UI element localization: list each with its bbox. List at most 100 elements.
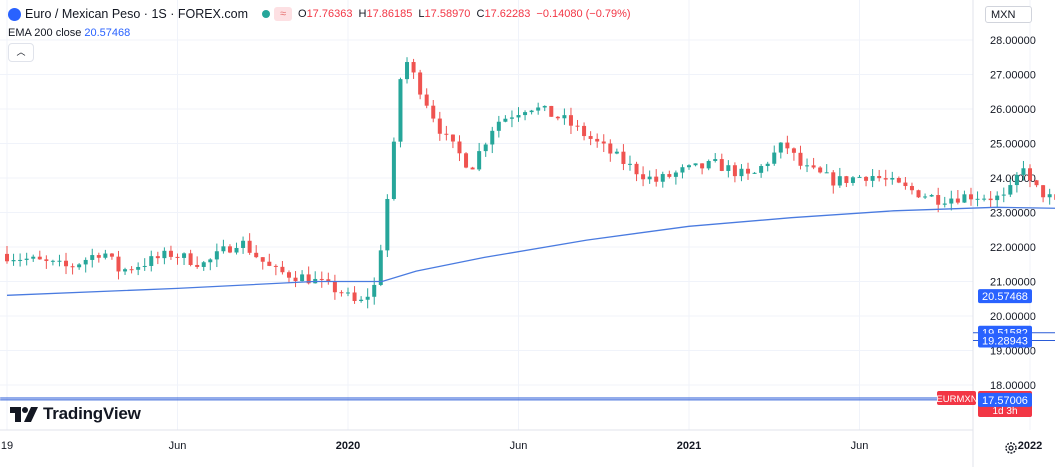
candle-body [909,186,914,191]
candle-body [503,118,508,122]
candle-body [641,174,646,180]
tradingview-logo-icon [10,406,38,422]
candle-body [805,165,810,167]
x-tick-label: Jun [510,440,528,452]
candle-body [18,259,23,261]
candle-body [936,195,941,205]
y-tick-label: 28.00000 [990,35,1036,47]
candle-body [483,144,488,152]
candle-body [155,256,160,259]
candle-body [621,151,626,164]
candle-body [864,176,869,181]
collapse-legend-button[interactable]: ︿ [8,43,34,62]
candle-body [398,79,403,142]
candle-body [31,256,36,259]
candle-body [568,115,573,126]
candle-body [149,256,154,266]
candle-body [634,163,639,175]
gear-icon[interactable] [1004,441,1018,455]
candle-body [811,165,816,168]
candle-body [831,172,836,186]
candle-body [916,190,921,198]
candle-body [96,255,101,258]
candle-body [968,194,973,200]
price-axis-label [978,392,1032,407]
candle-body [359,299,364,301]
candle-body [346,292,350,294]
candle-body [844,176,849,183]
candle-body [77,264,82,268]
ema-legend[interactable]: EMA 200 close 20.57468 [8,27,130,39]
candle-body [254,252,259,258]
candle-body [549,105,554,117]
candle-body [464,153,469,168]
candle-body [942,203,947,205]
symbol-title[interactable]: Euro / Mexican Peso · 1S · FOREX.com [25,7,248,21]
candle-body [1041,185,1046,198]
symbol-tag-text: EURMXN [936,394,977,405]
candle-body [516,115,521,118]
change-value: −0.14080 (−0.79%) [536,8,631,20]
candle-body [732,165,737,177]
candle-body [431,105,436,119]
x-tick-label: 2022 [1018,440,1042,452]
mode-toggle-button[interactable]: ≈ [274,7,292,21]
candle-body [1047,194,1052,198]
candle-body [44,259,49,261]
candle-body [477,151,482,170]
candle-body [614,151,619,154]
candle-body [267,261,272,266]
candle-body [11,260,16,262]
candle-body [1028,168,1032,181]
y-tick-label: 26.00000 [990,104,1036,116]
candle-body [988,198,993,201]
candle-body [962,194,967,203]
candle-body [903,182,908,187]
candle-body [201,262,206,267]
countdown-label: 1d 3h [992,406,1017,417]
candle-body [50,260,55,262]
candle-body [654,176,659,182]
candle-body [70,266,75,268]
y-tick-label: 27.00000 [990,70,1036,82]
candle-body [83,259,88,265]
candle-body [706,160,711,169]
candle-body [529,110,534,113]
candle-body [234,247,239,253]
candle-body [424,94,429,106]
candle-body [136,266,141,270]
candle-body [647,176,652,180]
candle-body [562,115,567,119]
tradingview-logo[interactable]: TradingView [10,404,141,424]
candle-body [444,133,449,135]
price-axis-label-text: 20.57468 [982,291,1028,303]
logo-text: TradingView [43,404,141,423]
candle-body [418,72,423,95]
candle-body [687,165,691,168]
x-tick-label: Jun [851,440,869,452]
candle-body [785,142,790,149]
candle-body [378,250,383,285]
candle-body [221,246,226,252]
candle-body [293,277,298,282]
candle-body [175,256,180,258]
candle-body [746,168,751,174]
candle-body [877,175,882,179]
open-label: O [298,8,307,20]
candle-body [57,260,62,262]
chart-header: Euro / Mexican Peso · 1S · FOREX.com ≈ O… [8,6,634,22]
candle-body [306,274,311,284]
candle-body [260,257,265,262]
open-value: 17.76363 [306,8,353,20]
low-label: L [418,8,425,20]
candle-body [273,265,278,267]
currency-button[interactable]: MXN [985,6,1032,23]
candle-body [588,136,593,139]
candle-body [772,152,777,164]
chevron-up-icon: ︿ [16,47,26,57]
candle-body [490,130,495,145]
candle-body [457,141,462,154]
candle-body [660,174,665,182]
candle-body [188,253,193,265]
